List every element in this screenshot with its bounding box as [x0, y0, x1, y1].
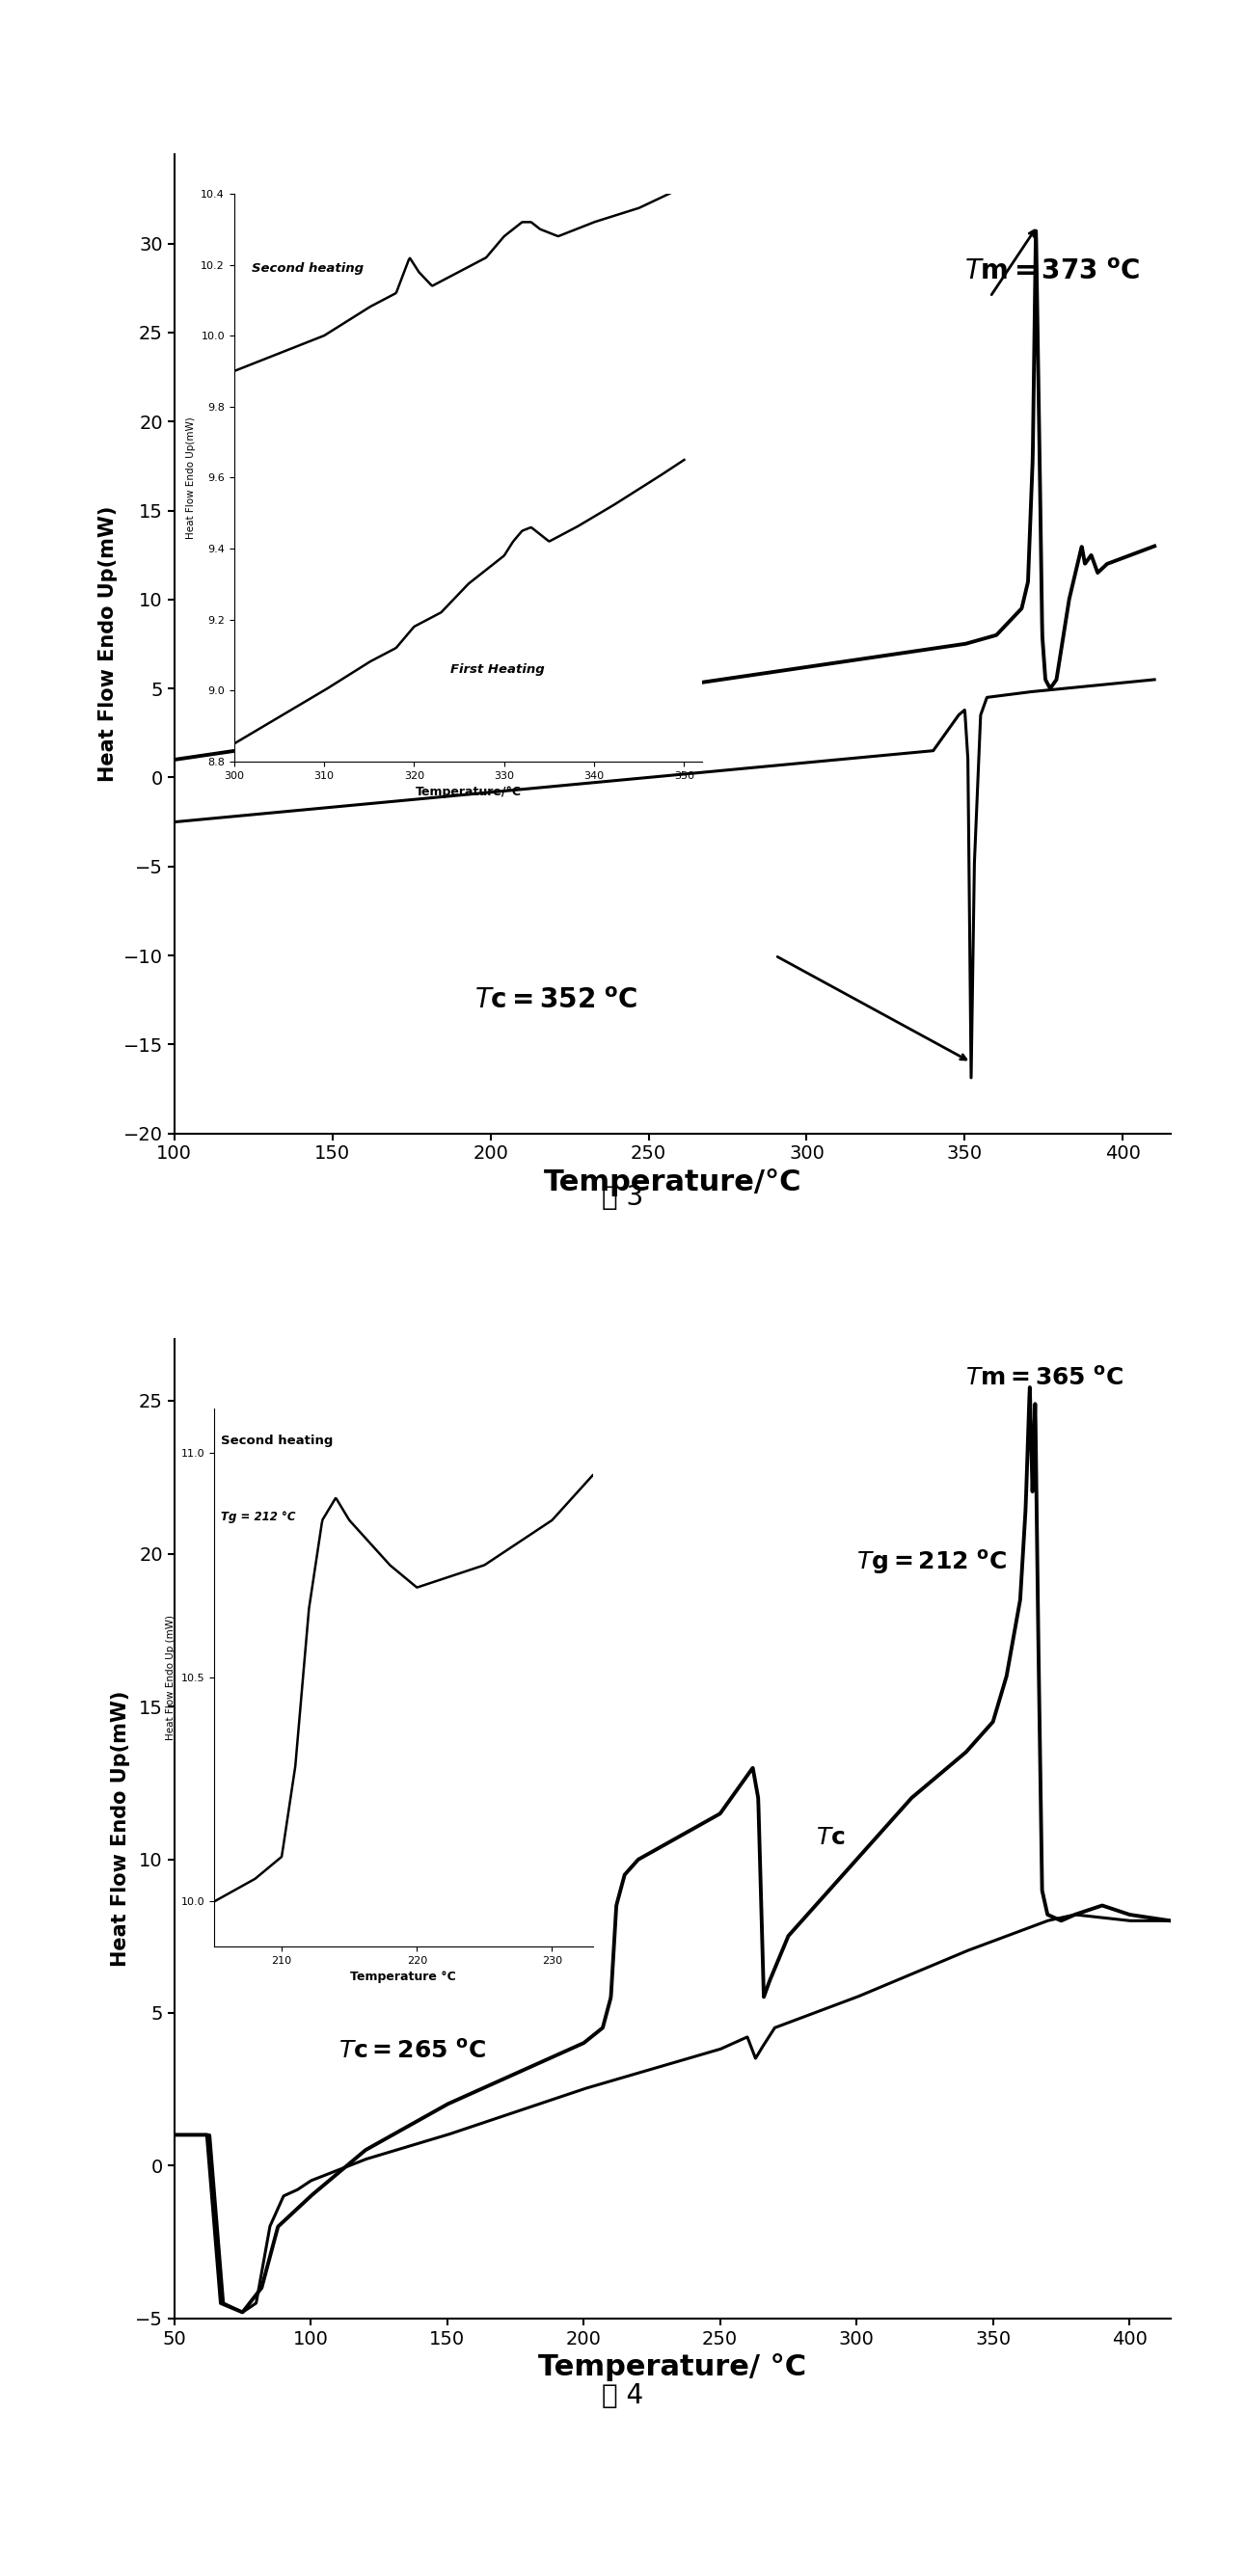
Text: 图 4: 图 4: [601, 2383, 644, 2409]
Text: $\mathit{T}$$\mathbf{m = 365\ ^oC}$: $\mathit{T}$$\mathbf{m = 365\ ^oC}$: [966, 1368, 1124, 1391]
Text: $\mathit{T}$$\mathbf{c}$: $\mathit{T}$$\mathbf{c}$: [815, 1826, 845, 1850]
Y-axis label: Heat Flow Endo Up(mW): Heat Flow Endo Up(mW): [98, 505, 118, 783]
Text: $\mathit{T}$$\mathbf{m = 373\ ^oC}$: $\mathit{T}$$\mathbf{m = 373\ ^oC}$: [965, 258, 1140, 286]
Text: $\mathit{T}$$\mathbf{c = 265\ ^oC}$: $\mathit{T}$$\mathbf{c = 265\ ^oC}$: [339, 2040, 486, 2063]
Text: 图 3: 图 3: [601, 1185, 644, 1211]
X-axis label: Temperature/°C: Temperature/°C: [543, 1170, 802, 1195]
Text: $\mathit{T}$$\mathbf{g = 212\ ^oC}$: $\mathit{T}$$\mathbf{g = 212\ ^oC}$: [857, 1548, 1007, 1577]
Text: $\mathit{T}$$\mathbf{c = 352\ ^oC}$: $\mathit{T}$$\mathbf{c = 352\ ^oC}$: [474, 987, 637, 1015]
Y-axis label: Heat Flow Endo Up(mW): Heat Flow Endo Up(mW): [111, 1690, 129, 1968]
X-axis label: Temperature/ °C: Temperature/ °C: [538, 2354, 807, 2380]
